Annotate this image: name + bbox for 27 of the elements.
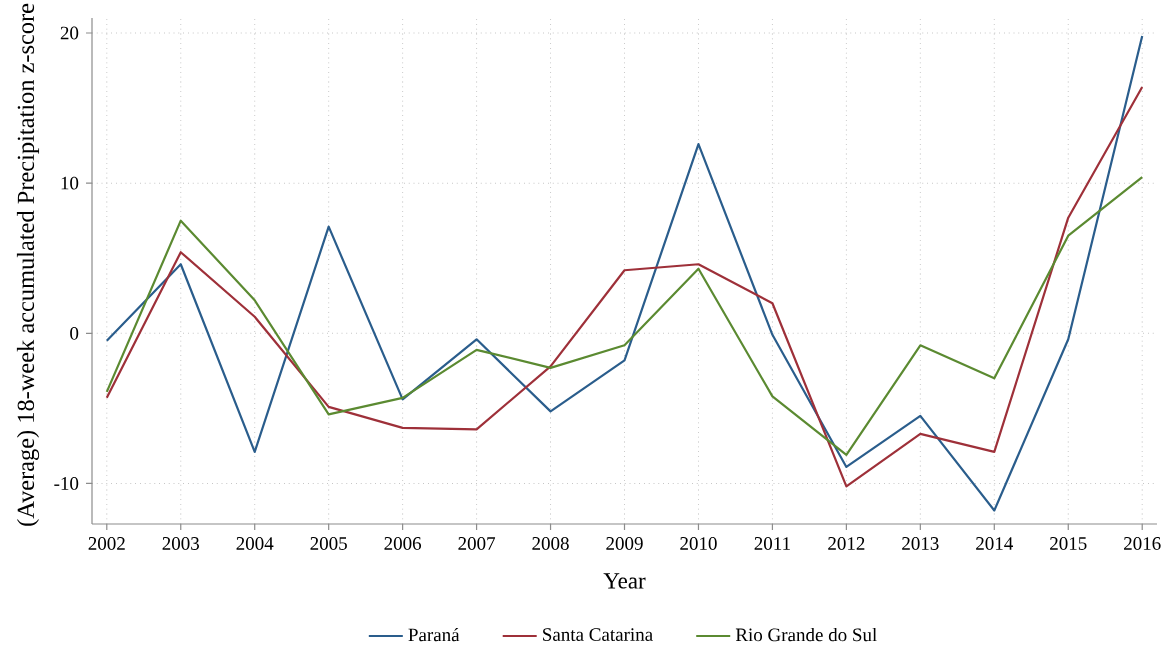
- y-tick-label: 20: [60, 26, 79, 40]
- x-tick-label: 2012: [828, 537, 865, 550]
- y-axis-title: (Average) 18-week accumulated Precipitation z-score: [16, 3, 40, 526]
- x-tick-label: 2009: [606, 537, 643, 550]
- line-series: [105, 176, 1144, 457]
- legend-label: Santa Catarina: [543, 628, 653, 641]
- x-tick-label: 2015: [1050, 537, 1087, 550]
- x-tick-label: 2007: [458, 537, 496, 550]
- x-tick-label: 2002: [88, 537, 125, 550]
- x-tick-label: 2014: [976, 537, 1014, 550]
- x-tick-label: 2004: [236, 537, 274, 550]
- line-series: [105, 85, 1144, 488]
- x-tick-label: 2006: [384, 537, 422, 550]
- line-series: [105, 34, 1144, 512]
- y-tick-label: 10: [61, 176, 79, 190]
- y-tick-label: 0: [70, 326, 79, 340]
- y-tick-label: -10: [54, 477, 79, 490]
- x-tick-label: 2011: [754, 537, 790, 550]
- x-tick-label: 2005: [310, 537, 347, 550]
- x-tick-label: 2008: [532, 537, 569, 550]
- legend-label: Rio Grande do Sul: [735, 627, 877, 642]
- legend-label: Paraná: [408, 627, 460, 642]
- x-tick-label: 2013: [902, 537, 939, 550]
- x-tick-label: 2003: [162, 537, 199, 550]
- x-axis-title: Year: [603, 573, 646, 589]
- x-tick-label: 2010: [680, 537, 717, 550]
- x-tick-label: 2016: [1124, 537, 1161, 550]
